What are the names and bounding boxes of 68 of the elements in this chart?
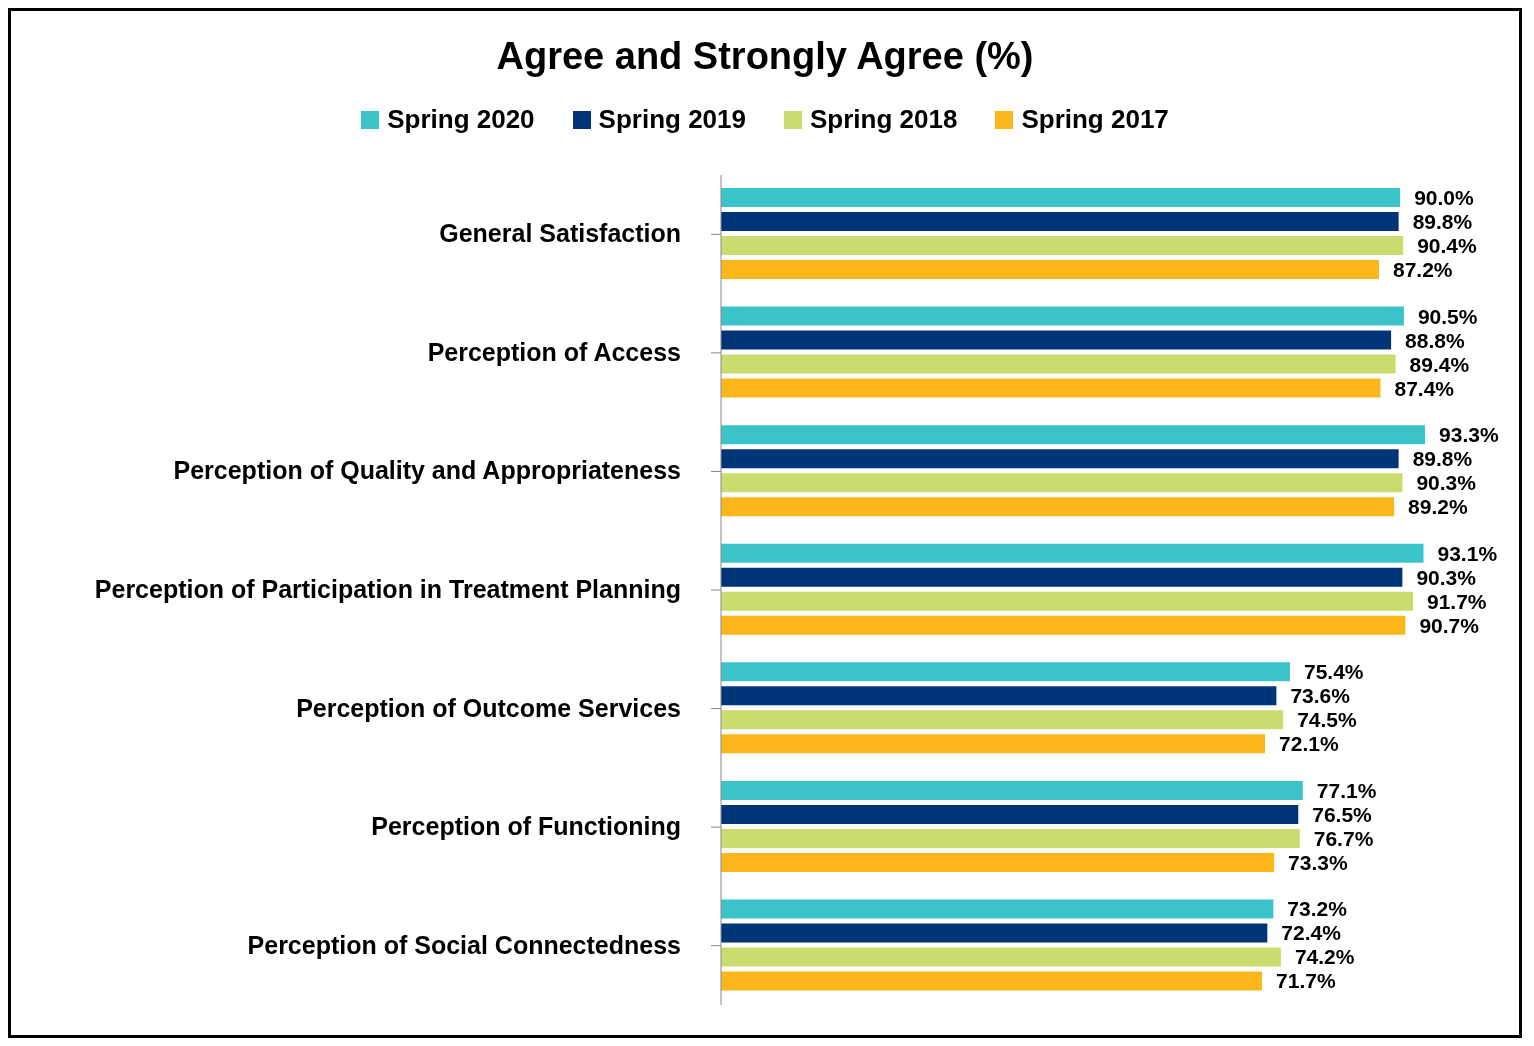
y-tick-label: Perception of Functioning [371, 812, 681, 841]
data-label: 75.4% [1303, 660, 1364, 684]
data-label: 90.5% [1417, 304, 1478, 328]
data-label: 90.0% [1414, 186, 1475, 209]
bar [721, 662, 1290, 682]
data-label: 90.7% [1419, 613, 1480, 637]
bar [721, 188, 1401, 208]
bar [721, 971, 1263, 991]
bar [721, 378, 1381, 398]
data-label: 74.5% [1297, 708, 1358, 732]
data-label: 91.7% [1426, 589, 1487, 613]
data-label: 72.4% [1281, 921, 1342, 945]
data-label: 93.3% [1439, 423, 1499, 447]
bar [721, 852, 1275, 872]
bar [721, 780, 1303, 800]
bar [721, 923, 1268, 943]
bar [721, 615, 1406, 635]
data-label: 89.8% [1412, 447, 1473, 471]
data-label: 74.2% [1294, 945, 1355, 969]
bar [721, 354, 1396, 374]
bar [721, 212, 1399, 232]
data-label: 73.3% [1288, 850, 1348, 874]
bar [721, 686, 1277, 706]
data-label: 73.2% [1287, 897, 1348, 921]
bar [721, 710, 1284, 730]
legend-label: Spring 2018 [810, 104, 958, 135]
data-label: 88.8% [1405, 328, 1465, 352]
bar [721, 473, 1403, 493]
data-label: 90.3% [1416, 565, 1477, 589]
y-tick-label: Perception of Participation in Treatment Planning [94, 575, 681, 603]
bar [721, 804, 1299, 824]
data-label: 87.4% [1394, 376, 1455, 400]
data-label: 90.3% [1416, 471, 1477, 495]
y-tick-label: General Satisfaction [439, 219, 681, 248]
data-label: 76.5% [1312, 802, 1373, 826]
data-label: 89.8% [1412, 210, 1473, 233]
bar [721, 591, 1413, 611]
data-label: 89.4% [1409, 352, 1470, 376]
data-label: 73.6% [1290, 684, 1351, 708]
bar [721, 734, 1266, 754]
bar [721, 947, 1281, 967]
data-label: 77.1% [1316, 778, 1377, 802]
y-tick-label: Perception of Social Connectedness [247, 930, 681, 959]
bar [721, 425, 1426, 445]
data-label: 87.2% [1393, 258, 1453, 281]
data-label: 76.7% [1313, 826, 1374, 850]
data-label: 93.1% [1437, 541, 1498, 565]
y-tick-label: Perception of Access [427, 337, 681, 366]
bar [721, 828, 1300, 848]
bar [721, 567, 1403, 587]
bar [721, 543, 1424, 563]
bar [721, 330, 1392, 350]
legend-label: Spring 2017 [1021, 104, 1169, 135]
y-tick-label: Perception of Outcome Services [296, 693, 681, 722]
chart-title: Agree and Strongly Agree (%) [495, 35, 1035, 78]
legend-label: Spring 2019 [598, 104, 746, 135]
data-label: 72.1% [1279, 732, 1339, 756]
data-label: 89.2% [1408, 495, 1468, 519]
bar [721, 449, 1399, 469]
bar [721, 899, 1274, 919]
bar [721, 236, 1404, 256]
data-label: 90.4% [1417, 234, 1478, 257]
bar [721, 306, 1404, 326]
legend-label: Spring 2020 [387, 104, 535, 135]
data-label: 71.7% [1276, 969, 1336, 993]
bar [721, 497, 1395, 517]
y-tick-label: Perception of Quality and Appropriateness [173, 456, 681, 485]
bar [721, 260, 1380, 280]
